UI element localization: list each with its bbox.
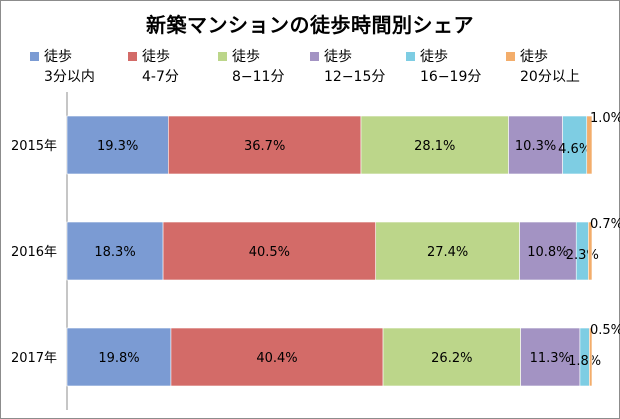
- data-label: 2.3%: [566, 248, 599, 263]
- data-label: 26.2%: [431, 351, 472, 366]
- data-label: 18.3%: [94, 245, 135, 260]
- bar-segment: [520, 327, 581, 387]
- legend-label: 16−19分: [420, 69, 482, 85]
- legend-swatch: [218, 52, 227, 61]
- bar-segment: [586, 115, 593, 175]
- bar-segment: [66, 327, 172, 387]
- legend-label: 徒歩: [520, 49, 548, 65]
- data-label: 36.7%: [244, 139, 285, 154]
- category-label: 2015年: [11, 139, 57, 154]
- data-label: 11.3%: [530, 351, 571, 366]
- data-label: 1.8%: [568, 354, 601, 369]
- data-label: 4.6%: [558, 142, 591, 157]
- legend-swatch: [506, 52, 515, 61]
- legend-swatch: [406, 52, 415, 61]
- bar-segment: [162, 221, 376, 281]
- data-label: 19.3%: [97, 139, 138, 154]
- data-label: 10.3%: [515, 139, 556, 154]
- data-label: 19.8%: [98, 351, 139, 366]
- bar-segment: [588, 221, 593, 281]
- bar-segment: [589, 327, 593, 387]
- data-label: 10.8%: [527, 245, 568, 260]
- chart-title: 新築マンションの徒歩時間別シェア: [146, 13, 474, 37]
- category-label: 2016年: [11, 245, 57, 260]
- bar-segment: [382, 327, 521, 387]
- bar-segment: [66, 221, 164, 281]
- legend-label: 12−15分: [324, 69, 386, 85]
- legend-label: 3分以内: [44, 69, 95, 85]
- data-label: 40.4%: [256, 351, 297, 366]
- legend-label: 20分以上: [520, 69, 580, 85]
- bar-segment: [168, 115, 362, 175]
- legend-item: 徒歩 20分以上: [506, 46, 616, 90]
- bar-segment: [360, 115, 509, 175]
- bar-segment: [66, 115, 169, 175]
- legend-label: 徒歩: [44, 49, 72, 65]
- legend-item: 徒歩 16−19分: [406, 46, 516, 90]
- legend-label: 徒歩: [232, 49, 260, 65]
- legend-label: 徒歩: [420, 49, 448, 65]
- data-label: 40.5%: [249, 245, 290, 260]
- legend-item: 徒歩 8−11分: [218, 46, 328, 90]
- legend-swatch: [128, 52, 137, 61]
- legend-swatch: [30, 52, 39, 61]
- legend-label: 徒歩: [142, 49, 170, 65]
- bar-segment: [375, 221, 520, 281]
- data-label: 27.4%: [427, 245, 468, 260]
- legend-label: 8−11分: [232, 69, 285, 85]
- data-label: 1.0%: [590, 111, 620, 126]
- legend-item: 徒歩 3分以内: [30, 46, 140, 90]
- data-label: 0.5%: [590, 323, 620, 338]
- legend-item: 徒歩 4-7分: [128, 46, 238, 90]
- bar-segment: [562, 115, 588, 175]
- legend-label: 4-7分: [142, 69, 179, 85]
- legend-item: 徒歩 12−15分: [310, 46, 420, 90]
- legend-swatch: [310, 52, 319, 61]
- data-label: 28.1%: [414, 139, 455, 154]
- legend-label: 徒歩: [324, 49, 352, 65]
- data-label: 0.7%: [590, 217, 620, 232]
- category-label: 2017年: [11, 351, 57, 366]
